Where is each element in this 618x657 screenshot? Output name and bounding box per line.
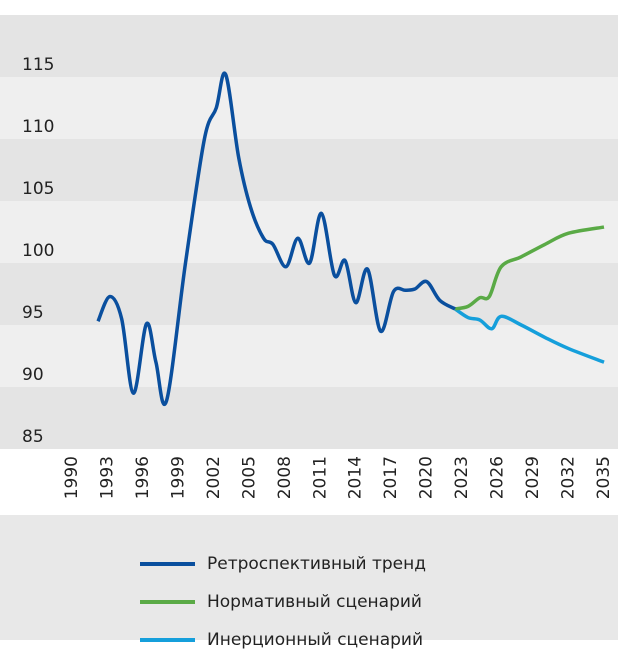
x-tick-label: 2014 — [346, 456, 366, 499]
series-line — [454, 225, 605, 311]
x-tick-label: 2008 — [275, 456, 295, 499]
series-line — [96, 71, 456, 406]
x-tick-label: 1990 — [62, 456, 82, 499]
x-tick-label: 2026 — [488, 456, 508, 499]
y-tick-label: 90 — [22, 365, 44, 385]
x-tick-label: 2032 — [559, 456, 579, 499]
grid-band — [0, 77, 618, 139]
y-tick-label: 85 — [22, 427, 44, 447]
legend-label: Инерционный сценарий — [207, 630, 423, 650]
grid-band — [0, 201, 618, 263]
x-tick-label: 2002 — [204, 456, 224, 499]
x-tick-label: 2023 — [452, 456, 472, 499]
series-line — [454, 307, 605, 364]
grid-band — [0, 325, 618, 387]
y-tick-label: 100 — [22, 241, 54, 261]
x-tick-label: 2035 — [594, 456, 614, 499]
x-tick-label: 2020 — [417, 456, 437, 499]
y-tick-label: 95 — [22, 303, 44, 323]
y-tick-label: 115 — [22, 55, 54, 75]
x-tick-label: 2029 — [523, 456, 543, 499]
y-tick-label: 110 — [22, 117, 54, 137]
legend-label: Нормативный сценарий — [207, 592, 422, 612]
legend-background — [0, 515, 618, 640]
x-tick-label: 1993 — [97, 456, 117, 499]
legend-label: Ретроспективный тренд — [207, 554, 426, 574]
grid-band — [0, 263, 618, 325]
x-tick-label: 2017 — [381, 456, 401, 499]
y-tick-label: 105 — [22, 179, 54, 199]
grid-band — [0, 139, 618, 201]
x-tick-label: 1999 — [168, 456, 188, 499]
grid-band — [0, 387, 618, 449]
x-tick-label: 1996 — [133, 456, 153, 499]
x-tick-label: 2011 — [310, 456, 330, 499]
x-tick-label: 2005 — [239, 456, 259, 499]
